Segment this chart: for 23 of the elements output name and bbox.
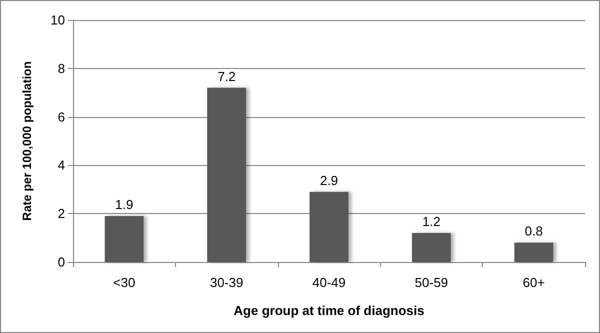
- y-tick-label: 2: [58, 206, 65, 222]
- y-tick-label: 8: [58, 60, 65, 76]
- data-label: 1.9: [115, 197, 134, 212]
- x-tick-label: 60+: [522, 275, 545, 290]
- data-label: 1.2: [422, 214, 440, 229]
- data-label: 2.9: [320, 172, 338, 188]
- y-tick-label: 6: [58, 109, 65, 124]
- x-axis-title: Age group at time of diagnosis: [234, 303, 424, 318]
- data-label: 0.8: [524, 224, 543, 239]
- y-axis-title: Rate per 100,000 population: [20, 61, 34, 221]
- bar: [104, 216, 144, 262]
- bar: [207, 88, 246, 262]
- y-tick-label: 4: [58, 158, 65, 173]
- x-tick-label: 30-39: [210, 275, 244, 290]
- x-tick-label: <30: [113, 275, 136, 290]
- data-label: 7.2: [218, 68, 236, 84]
- y-tick-label: 10: [50, 12, 65, 28]
- bar: [514, 242, 554, 262]
- y-tick-label: 0: [58, 254, 65, 270]
- x-tick-label: 50-59: [414, 275, 448, 290]
- bar: [310, 192, 348, 262]
- bar: [412, 232, 451, 262]
- x-tick-label: 40-49: [312, 275, 346, 290]
